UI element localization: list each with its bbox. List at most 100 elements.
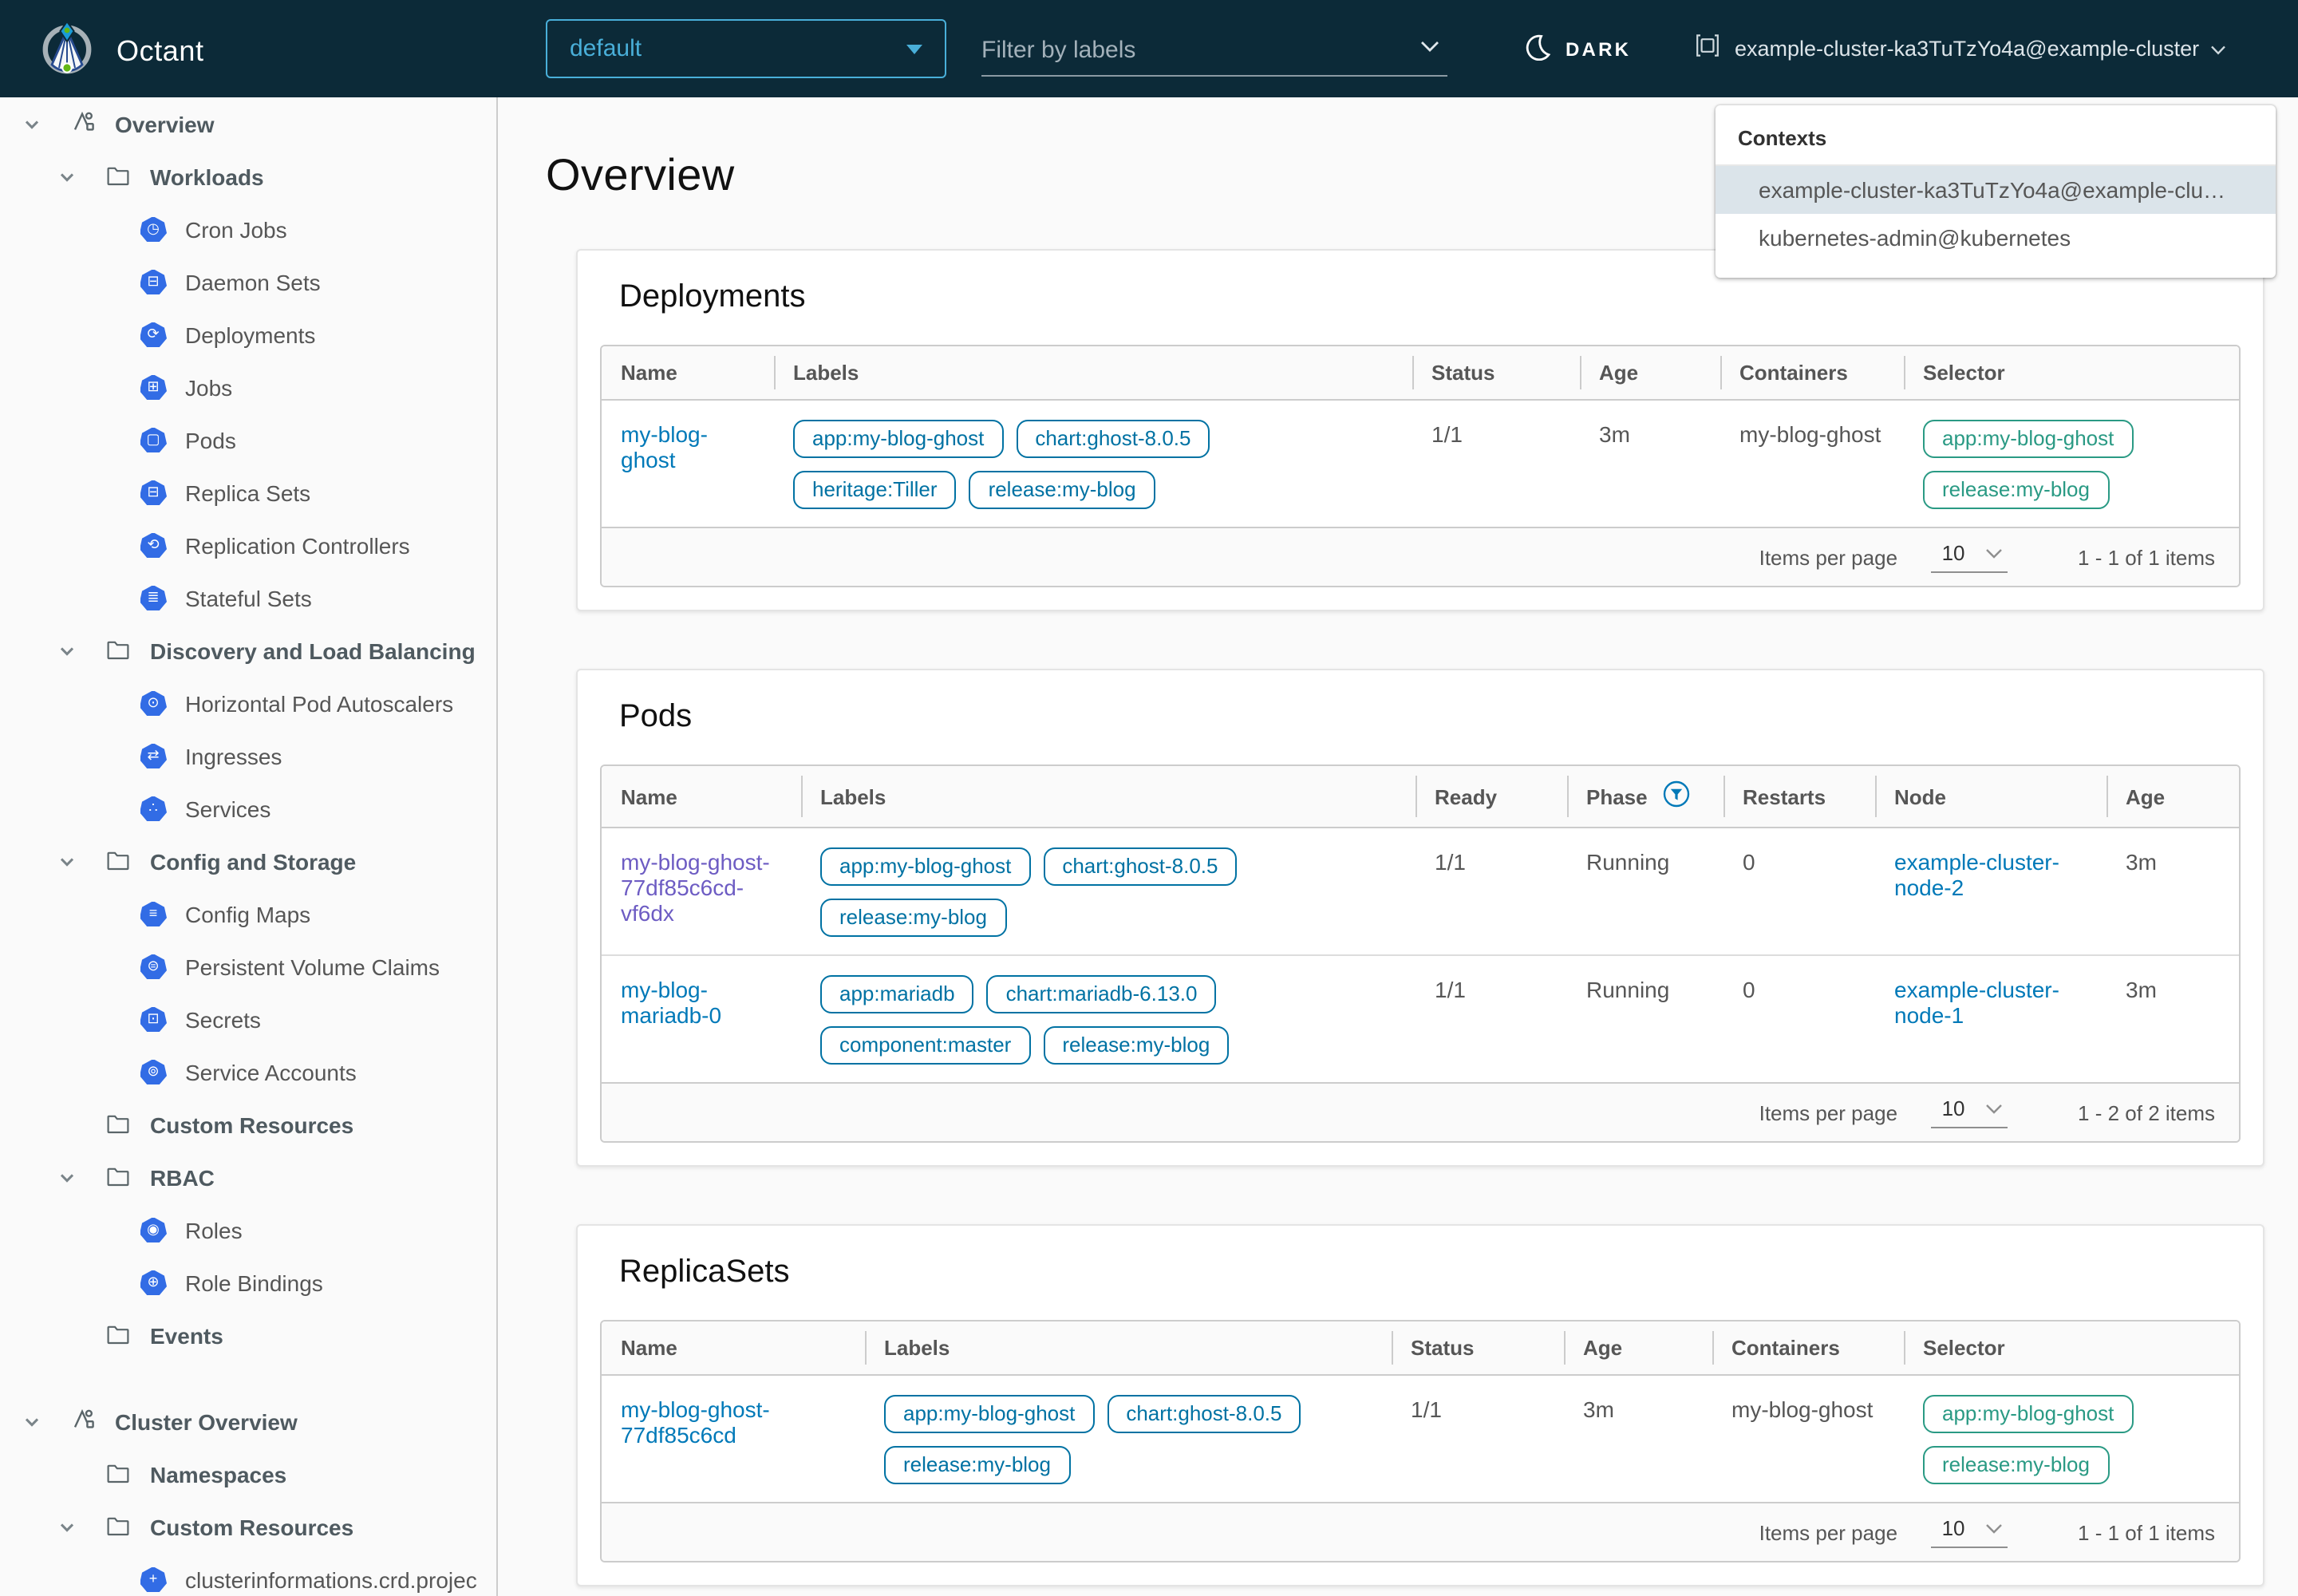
sidebar-item[interactable]: Custom Resources <box>0 1500 496 1553</box>
cluster-icon <box>1695 33 1720 65</box>
column-header-labels: Labels <box>801 766 1416 828</box>
sidebar-item[interactable]: ⟳ Deployments <box>0 308 496 361</box>
octant-app: Octant default DARK example-cluster <box>0 0 2298 1596</box>
pagination-range: 1 - 1 of 1 items <box>2078 1520 2215 1544</box>
column-header-containers: Containers <box>1712 1321 1904 1375</box>
octant-logo: Octant <box>38 19 204 85</box>
chevron-down-icon[interactable] <box>57 1517 77 1536</box>
sidebar-item[interactable]: ≣ Stateful Sets <box>0 571 496 624</box>
label-badge[interactable]: release:my-blog <box>884 1446 1070 1484</box>
items-per-page-label: Items per page <box>1759 1100 1897 1124</box>
sidebar-item[interactable]: ∴ Services <box>0 782 496 835</box>
sidebar-item[interactable]: Events <box>0 1309 496 1361</box>
label-badge[interactable]: app:my-blog-ghost <box>793 420 1003 458</box>
table-pagination: Items per page 10 1 - 1 of 1 items <box>602 1502 2239 1561</box>
sidebar-item[interactable]: Discovery and Load Balancing <box>0 624 496 677</box>
sidebar-item-label: Services <box>185 796 270 821</box>
context-menu-item[interactable]: kubernetes-admin@kubernetes <box>1716 214 2276 262</box>
label-badge[interactable]: app:my-blog-ghost <box>820 847 1030 886</box>
sidebar-item[interactable]: ⇄ Ingresses <box>0 729 496 782</box>
sidebar-item[interactable]: Custom Resources <box>0 1098 496 1151</box>
label-badge[interactable]: chart:mariadb-6.13.0 <box>987 975 1217 1013</box>
namespace-selector[interactable]: default <box>546 19 946 78</box>
column-header-selector: Selector <box>1904 1321 2239 1375</box>
replicaset-age: 3m <box>1564 1375 1712 1502</box>
label-badge[interactable]: component:master <box>820 1026 1030 1065</box>
pods-table: Name Labels Ready Phase <box>602 766 2239 1082</box>
chevron-down-icon[interactable] <box>57 167 77 186</box>
applications-icon <box>69 1406 97 1436</box>
sidebar-item[interactable]: ⟲ Replication Controllers <box>0 519 496 571</box>
sidebar-item[interactable]: ⊞ Jobs <box>0 361 496 413</box>
chevron-down-icon[interactable] <box>57 1167 77 1187</box>
sidebar-item[interactable]: ≡ Config Maps <box>0 887 496 940</box>
column-header-name: Name <box>602 766 801 828</box>
sidebar-item[interactable]: ▢ Pods <box>0 413 496 466</box>
k8s-resource-icon: ⊚ <box>140 1059 167 1084</box>
label-badge[interactable]: chart:ghost-8.0.5 <box>1016 420 1210 458</box>
sidebar-item[interactable]: Config and Storage <box>0 835 496 887</box>
chevron-down-icon <box>2210 34 2226 63</box>
chevron-down-icon[interactable] <box>57 641 77 660</box>
sidebar-item[interactable]: ⊕ Role Bindings <box>0 1256 496 1309</box>
contexts-dropdown-title: Contexts <box>1716 126 2276 166</box>
page-size-select[interactable]: 10 <box>1931 1096 2008 1128</box>
label-badge[interactable]: release:my-blog <box>820 899 1006 937</box>
sidebar-item[interactable]: ◷ Cron Jobs <box>0 203 496 255</box>
k8s-resource-icon: ⊞ <box>140 374 167 400</box>
label-badge[interactable]: app:my-blog-ghost <box>884 1395 1094 1433</box>
sidebar-item-label: Roles <box>185 1217 243 1242</box>
label-badge[interactable]: chart:ghost-8.0.5 <box>1043 847 1237 886</box>
table-row: my-blog-ghost-77df85c6cd-vf6dx app:my-bl… <box>602 828 2239 955</box>
sidebar-item-label: Replication Controllers <box>185 532 410 558</box>
replicasets-table: Name Labels Status Age Containers Select… <box>602 1321 2239 1502</box>
pod-age: 3m <box>2106 955 2239 1082</box>
label-badge[interactable]: release:my-blog <box>969 471 1155 509</box>
deployment-age: 3m <box>1580 400 1720 527</box>
page-size-select[interactable]: 10 <box>1931 1516 2008 1548</box>
folder-icon <box>105 1163 131 1191</box>
sidebar-item[interactable]: ◉ Roles <box>0 1203 496 1256</box>
k8s-resource-icon: ⇄ <box>140 743 167 768</box>
page-size-value: 10 <box>1941 541 1966 565</box>
label-filter-input[interactable] <box>981 36 1409 63</box>
sidebar-item[interactable]: ⊟ Replica Sets <box>0 466 496 519</box>
dark-theme-toggle[interactable]: DARK <box>1524 0 1631 97</box>
sidebar-item-label: Cron Jobs <box>185 216 287 242</box>
sidebar-item[interactable]: RBAC <box>0 1151 496 1203</box>
sidebar-item-label: RBAC <box>150 1164 215 1190</box>
sidebar-item[interactable]: Workloads <box>0 150 496 203</box>
selector-badge: release:my-blog <box>1923 471 2109 509</box>
chevron-down-icon[interactable] <box>1419 34 1441 62</box>
sidebar-item-label: Discovery and Load Balancing <box>150 638 476 663</box>
sidebar-item[interactable]: ⊚ Service Accounts <box>0 1045 496 1098</box>
label-badge[interactable]: release:my-blog <box>1043 1026 1229 1065</box>
pod-name-link[interactable]: my-blog-mariadb-0 <box>621 977 721 1028</box>
context-menu-item[interactable]: example-cluster-ka3TuTzYo4a@example-clu… <box>1716 166 2276 214</box>
chevron-down-icon[interactable] <box>22 114 41 133</box>
node-link[interactable]: example-cluster-node-2 <box>1894 849 2059 900</box>
sidebar-item[interactable]: Namespaces <box>0 1448 496 1500</box>
sidebar-item[interactable]: + clusterinformations.crd.projec <box>0 1553 496 1596</box>
node-link[interactable]: example-cluster-node-1 <box>1894 977 2059 1028</box>
chevron-down-icon[interactable] <box>57 851 77 871</box>
pod-name-link[interactable]: my-blog-ghost-77df85c6cd-vf6dx <box>621 849 770 926</box>
phase-filter-icon[interactable] <box>1664 780 1691 812</box>
deployment-name-link[interactable]: my-blog-ghost <box>621 421 708 472</box>
sidebar-item[interactable]: Cluster Overview <box>0 1395 496 1448</box>
label-badge[interactable]: app:mariadb <box>820 975 974 1013</box>
sidebar-item[interactable]: ⊟ Daemon Sets <box>0 255 496 308</box>
folder-icon <box>105 847 131 875</box>
context-switcher[interactable]: example-cluster-ka3TuTzYo4a@example-clus… <box>1695 0 2226 97</box>
sidebar-item[interactable]: ⊙ Horizontal Pod Autoscalers <box>0 677 496 729</box>
chevron-down-icon[interactable] <box>22 1412 41 1431</box>
label-badge[interactable]: heritage:Tiller <box>793 471 957 509</box>
label-badge[interactable]: chart:ghost-8.0.5 <box>1107 1395 1301 1433</box>
page-size-select[interactable]: 10 <box>1931 541 2008 573</box>
sidebar-item[interactable]: Overview <box>0 97 496 150</box>
sidebar-item[interactable]: ⊡ Secrets <box>0 993 496 1045</box>
sidebar-item[interactable]: ⊜ Persistent Volume Claims <box>0 940 496 993</box>
namespace-value: default <box>570 35 642 62</box>
chevron-down-icon <box>1985 1102 2003 1115</box>
replicaset-name-link[interactable]: my-blog-ghost-77df85c6cd <box>621 1396 770 1448</box>
